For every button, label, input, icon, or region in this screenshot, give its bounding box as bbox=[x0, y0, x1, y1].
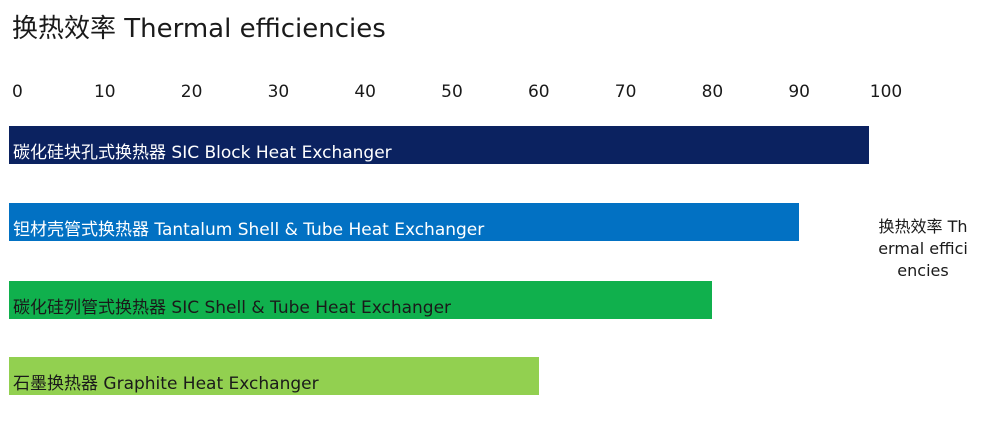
chart-title: 换热效率 Thermal efficiencies bbox=[12, 14, 386, 44]
bar bbox=[9, 203, 800, 241]
bar bbox=[9, 357, 539, 395]
x-tick-label: 0 bbox=[12, 82, 23, 102]
bar-label: 碳化硅列管式换热器 SIC Shell & Tube Heat Exchange… bbox=[13, 298, 452, 318]
bar-label: 石墨换热器 Graphite Heat Exchanger bbox=[13, 374, 319, 394]
x-tick-label: 30 bbox=[267, 82, 290, 102]
x-tick-label: 70 bbox=[614, 82, 637, 102]
bar bbox=[9, 126, 869, 164]
x-tick-label: 60 bbox=[527, 82, 550, 102]
bar-label: 钽材壳管式换热器 Tantalum Shell & Tube Heat Exch… bbox=[13, 220, 485, 240]
x-tick-label: 90 bbox=[788, 82, 811, 102]
x-tick-label: 40 bbox=[354, 82, 377, 102]
x-tick-label: 10 bbox=[93, 82, 116, 102]
x-tick-label: 20 bbox=[180, 82, 203, 102]
x-tick-label: 80 bbox=[701, 82, 724, 102]
x-tick-label: 50 bbox=[441, 82, 463, 102]
bar bbox=[9, 281, 713, 319]
legend-label: 换热效率 Thermal efficiencies bbox=[878, 217, 968, 280]
bar-label: 碳化硅块孔式换热器 SIC Block Heat Exchanger bbox=[13, 143, 392, 163]
x-tick-label: 100 bbox=[869, 82, 903, 102]
